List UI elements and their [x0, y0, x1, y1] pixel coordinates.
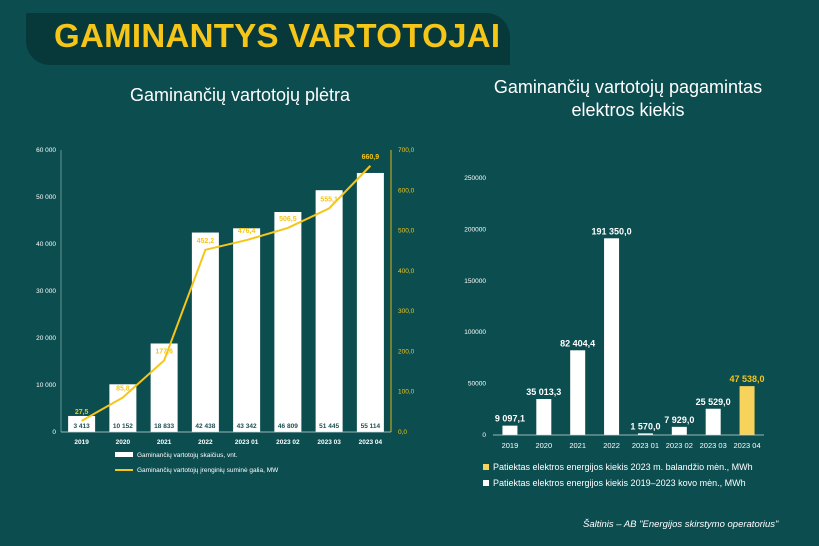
- right-y-tick-label: 200,0: [398, 348, 415, 355]
- bar: [739, 386, 755, 435]
- line-data-label: 27,5: [75, 409, 89, 416]
- right-y-tick-label: 100,0: [398, 389, 415, 396]
- legend-label-line: Gaminančių vartotojų įrenginių suminė ga…: [137, 467, 279, 474]
- y-tick-label: 50000: [468, 381, 486, 388]
- bar: [570, 350, 586, 435]
- line-data-label: 452,2: [197, 238, 215, 245]
- right-chart-title-line1: Gaminančių vartotojų pagamintas: [493, 77, 763, 97]
- bar: [274, 211, 302, 432]
- right-y-tick-label: 600,0: [398, 187, 415, 194]
- right-y-tick-label: 700,0: [398, 147, 415, 154]
- bar-data-label: 82 404,4: [560, 338, 595, 348]
- bar-data-label: 1 570,0: [630, 421, 660, 431]
- x-tick-label: 2023 04: [359, 439, 383, 446]
- right-y-tick-label: 400,0: [398, 268, 415, 275]
- bar-data-label: 43 342: [237, 423, 257, 430]
- right-y-tick-label: 300,0: [398, 308, 415, 315]
- right-y-tick-label: 0,0: [398, 429, 407, 436]
- bar-data-label: 10 152: [113, 423, 133, 430]
- bar-data-label: 51 445: [319, 423, 339, 430]
- y-tick-label: 100000: [464, 329, 486, 336]
- bar-data-label: 35 013,3: [526, 387, 561, 397]
- left-y-tick-label: 50 000: [36, 194, 56, 201]
- bar: [604, 238, 620, 435]
- bar-data-label: 9 097,1: [495, 414, 525, 424]
- x-tick-label: 2022: [603, 441, 620, 450]
- bar-data-label: 47 538,0: [730, 374, 765, 384]
- bar: [536, 399, 552, 435]
- bar-data-label: 191 350,0: [592, 226, 632, 236]
- bar: [191, 232, 219, 432]
- title-band: [26, 13, 510, 65]
- legend-swatch-bars: [115, 452, 133, 457]
- bar-data-label: 42 438: [195, 423, 215, 430]
- bar-data-label: 25 529,0: [696, 397, 731, 407]
- x-tick-label: 2023 01: [235, 439, 259, 446]
- series-line-capacity: [81, 165, 372, 422]
- bar: [671, 426, 687, 435]
- line-data-label: 506,5: [279, 216, 297, 223]
- x-tick-label: 2023 02: [276, 439, 300, 446]
- y-tick-label: 150000: [464, 278, 486, 285]
- x-tick-label: 2019: [502, 441, 519, 450]
- bar: [637, 433, 653, 435]
- x-tick-label: 2023 03: [700, 441, 727, 450]
- line-data-label: 476,4: [238, 228, 256, 235]
- right-chart-title: Gaminančių vartotojų pagamintas elektros…: [458, 76, 798, 122]
- line-data-label: 85,8: [116, 385, 130, 392]
- bar: [705, 408, 721, 435]
- x-tick-label: 2020: [535, 441, 552, 450]
- legend-swatch-highlight: [483, 464, 489, 470]
- line-data-label: 555,1: [320, 196, 338, 203]
- bar-data-label: 3 413: [73, 423, 90, 430]
- bar: [502, 425, 518, 435]
- x-tick-label: 2021: [569, 441, 586, 450]
- left-chart-title: Gaminančių vartotojų plėtra: [129, 85, 351, 105]
- bar-data-label: 18 833: [154, 423, 174, 430]
- bar: [315, 190, 343, 432]
- bar: [233, 228, 261, 432]
- page-title: GAMINANTYS VARTOTOJAI: [54, 17, 501, 54]
- bar-data-label: 55 114: [361, 423, 381, 430]
- x-tick-label: 2023 04: [734, 441, 761, 450]
- left-y-tick-label: 40 000: [36, 241, 56, 248]
- y-tick-label: 250000: [464, 175, 486, 182]
- legend-swatch-bars: [483, 480, 489, 486]
- left-y-tick-label: 10 000: [36, 382, 56, 389]
- left-y-tick-label: 60 000: [36, 147, 56, 154]
- x-tick-label: 2020: [116, 439, 131, 446]
- right-chart-title-line2: elektros kiekis: [571, 100, 685, 120]
- line-data-label: 177,6: [155, 348, 173, 355]
- legend-label-highlight: Patiektas elektros energijos kiekis 2023…: [493, 462, 753, 472]
- line-data-label: 660,9: [362, 154, 380, 161]
- bar-data-label: 46 809: [278, 423, 298, 430]
- x-tick-label: 2023 03: [317, 439, 341, 446]
- source-note: Šaltinis – AB "Energijos skirstymo opera…: [583, 519, 779, 530]
- x-tick-label: 2022: [198, 439, 213, 446]
- y-tick-label: 0: [482, 432, 486, 439]
- bar: [109, 384, 137, 432]
- x-tick-label: 2021: [157, 439, 172, 446]
- left-y-tick-label: 30 000: [36, 288, 56, 295]
- left-y-tick-label: 0: [52, 429, 56, 436]
- x-tick-label: 2023 02: [666, 441, 693, 450]
- y-tick-label: 200000: [464, 226, 486, 233]
- legend-label-bars: Gaminančių vartotojų skaičius, vnt.: [137, 452, 238, 459]
- bar: [356, 172, 384, 432]
- bar-data-label: 7 929,0: [664, 415, 694, 425]
- left-y-tick-label: 20 000: [36, 335, 56, 342]
- x-tick-label: 2023 01: [632, 441, 659, 450]
- bar: [68, 415, 96, 432]
- legend-label-bars: Patiektas elektros energijos kiekis 2019…: [493, 478, 746, 488]
- x-tick-label: 2019: [74, 439, 89, 446]
- right-y-tick-label: 500,0: [398, 228, 415, 235]
